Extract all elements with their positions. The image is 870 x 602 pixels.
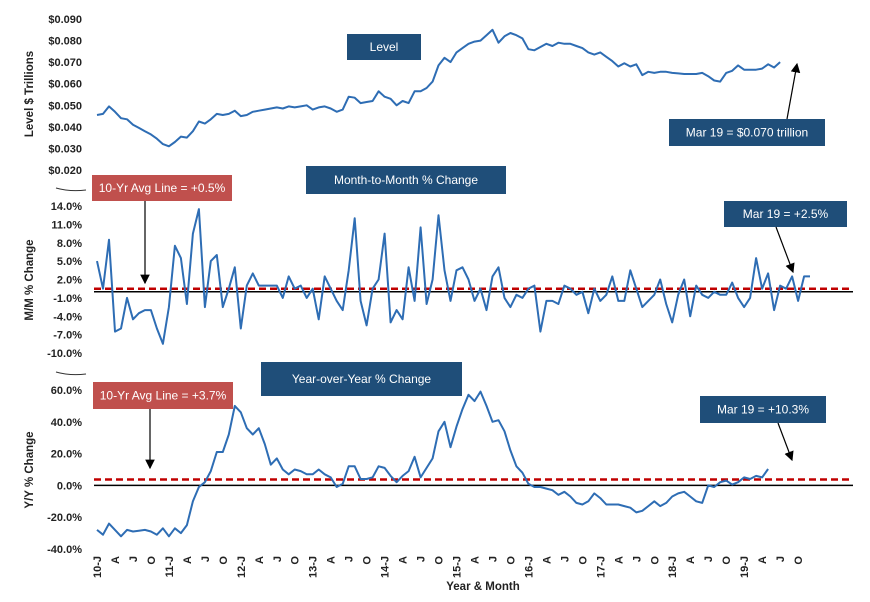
x-tick-label: O	[793, 556, 805, 565]
average-label: 10-Yr Avg Line = +0.5%	[99, 181, 226, 195]
title-box	[306, 166, 506, 194]
y-tick-label: -40.0%	[47, 544, 82, 556]
y-tick-label: -20.0%	[47, 512, 82, 524]
y-tick-label: 8.0%	[57, 238, 82, 250]
x-tick-label: O	[649, 556, 661, 565]
annotation-box	[724, 201, 847, 227]
title-box	[347, 34, 421, 60]
x-tick-label: A	[326, 556, 338, 564]
y-tick-label: 60.0%	[51, 385, 82, 397]
x-tick-label: A	[254, 556, 266, 564]
x-tick-label: O	[218, 556, 230, 565]
x-tick-label: O	[146, 556, 158, 565]
x-tick-label: J	[775, 556, 787, 562]
annotation-label: Mar 19 = $0.070 trillion	[686, 126, 808, 140]
x-tick-label: A	[541, 556, 553, 564]
x-tick-label: 14-J	[380, 556, 392, 578]
x-tick-label: J	[416, 556, 428, 562]
y-tick-label: 0.0%	[57, 480, 82, 492]
y-tick-label: -4.0%	[53, 311, 82, 323]
annotation-label: Mar 19 = +10.3%	[717, 403, 809, 417]
series-line	[96, 390, 769, 538]
y-tick-label: -1.0%	[53, 293, 82, 305]
x-tick-label: A	[182, 556, 194, 564]
y-axis-title: Level $ Trillions	[24, 51, 36, 137]
x-tick-label: 12-J	[236, 556, 248, 578]
annotation-arrow	[777, 422, 794, 462]
average-label: 10-Yr Avg Line = +3.7%	[100, 389, 227, 403]
x-tick-label: 19-J	[739, 556, 751, 578]
y-tick-label: 40.0%	[51, 417, 82, 429]
x-tick-label: 13-J	[308, 556, 320, 578]
x-tick-label: 11-J	[164, 556, 176, 577]
chart-title: Month-to-Month % Change	[334, 173, 478, 187]
x-tick-label: O	[290, 556, 302, 565]
y-tick-label: -7.0%	[53, 330, 82, 342]
x-tick-label: A	[398, 556, 410, 564]
x-tick-label: A	[685, 556, 697, 564]
x-tick-label: A	[469, 556, 481, 564]
y-tick-label: $0.090	[48, 14, 82, 26]
x-tick-label: O	[362, 556, 374, 565]
x-tick-label: O	[577, 556, 589, 565]
y-tick-label: $0.070	[48, 57, 82, 69]
y-tick-label: 20.0%	[51, 449, 82, 461]
average-label-box	[92, 175, 232, 201]
y-tick-label: $0.050	[48, 100, 82, 112]
x-tick-label: A	[110, 556, 122, 564]
annotation-label: Mar 19 = +2.5%	[743, 207, 829, 221]
annotation-box	[700, 396, 826, 423]
average-label-box	[93, 382, 233, 409]
x-tick-label: 15-J	[452, 556, 464, 578]
x-axis-title: Year & Month	[446, 581, 519, 593]
x-tick-label: A	[613, 556, 625, 564]
y-tick-label: $0.030	[48, 143, 82, 155]
x-tick-label: 16-J	[523, 556, 535, 578]
series-line	[96, 208, 810, 345]
separator-stroke	[55, 187, 87, 192]
x-tick-label: J	[559, 556, 571, 562]
y-tick-label: $0.020	[48, 165, 82, 177]
x-tick-label: J	[631, 556, 643, 562]
x-tick-label: O	[505, 556, 517, 565]
x-tick-label: O	[721, 556, 733, 565]
x-tick-label: J	[272, 556, 284, 562]
x-tick-label: 10-J	[92, 556, 104, 578]
y-tick-label: $0.060	[48, 79, 82, 91]
y-tick-label: 14.0%	[51, 201, 82, 213]
series-line	[96, 28, 781, 148]
y-tick-label: $0.040	[48, 122, 82, 134]
x-tick-label: J	[487, 556, 499, 562]
chart-title: Level	[370, 40, 399, 54]
x-tick-label: J	[703, 556, 715, 562]
x-tick-label: A	[757, 556, 769, 564]
x-tick-label: O	[434, 556, 446, 565]
y-tick-label: -10.0%	[47, 348, 82, 360]
x-tick-label: 18-J	[667, 556, 679, 578]
annotation-arrow	[775, 226, 795, 274]
separator-stroke	[55, 371, 87, 376]
annotation-arrow	[786, 62, 801, 120]
y-tick-label: 11.0%	[51, 219, 82, 231]
y-axis-title: M/M % Change	[24, 239, 36, 320]
chart-title: Year-over-Year % Change	[292, 372, 432, 386]
title-box	[261, 362, 462, 396]
y-tick-label: 5.0%	[57, 256, 82, 268]
y-axis-title: Y/Y % Change	[24, 431, 36, 508]
y-tick-label: 2.0%	[57, 275, 82, 287]
x-tick-label: J	[200, 556, 212, 562]
y-tick-label: $0.080	[48, 36, 82, 48]
x-tick-label: J	[128, 556, 140, 562]
annotation-box	[669, 119, 825, 146]
x-tick-label: 17-J	[595, 556, 607, 578]
x-tick-label: J	[344, 556, 356, 562]
